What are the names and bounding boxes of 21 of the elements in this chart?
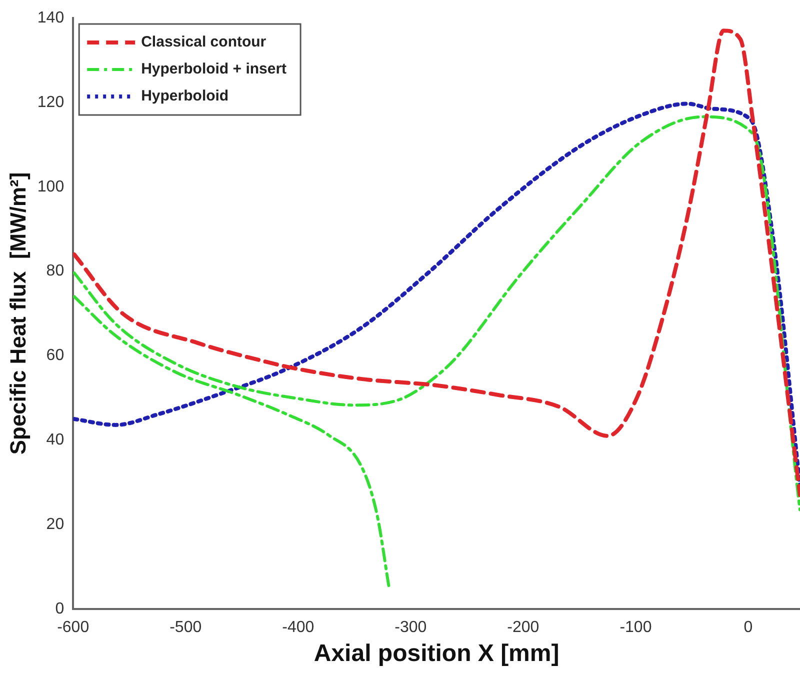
legend-label: Classical contour xyxy=(141,34,266,51)
y-tick-label: 0 xyxy=(55,600,64,618)
legend-label: Hyperboloid xyxy=(141,88,229,105)
x-axis-title: Axial position X [mm] xyxy=(314,640,560,668)
x-tick-label: -500 xyxy=(170,619,202,636)
x-tick-label: -600 xyxy=(57,619,90,636)
y-axis-title: Specific Heat flux [MW/m²] xyxy=(5,172,30,455)
x-tick-label: -200 xyxy=(507,619,540,636)
x-tick-label: -400 xyxy=(282,619,314,636)
x-tick-label: -300 xyxy=(394,619,427,636)
y-tick-label: 100 xyxy=(37,178,64,196)
y-tick-label: 140 xyxy=(37,9,64,26)
y-tick-label: 60 xyxy=(46,347,64,364)
y-tick-label: 120 xyxy=(37,94,64,111)
legend-label: Hyperboloid + insert xyxy=(141,60,287,78)
y-tick-label: 80 xyxy=(46,262,64,280)
x-tick-label: -100 xyxy=(620,619,652,636)
x-tick-label: 0 xyxy=(744,619,753,636)
line-series xyxy=(73,28,800,498)
y-tick-label: 40 xyxy=(46,432,64,449)
y-tick-label: 20 xyxy=(46,516,64,533)
